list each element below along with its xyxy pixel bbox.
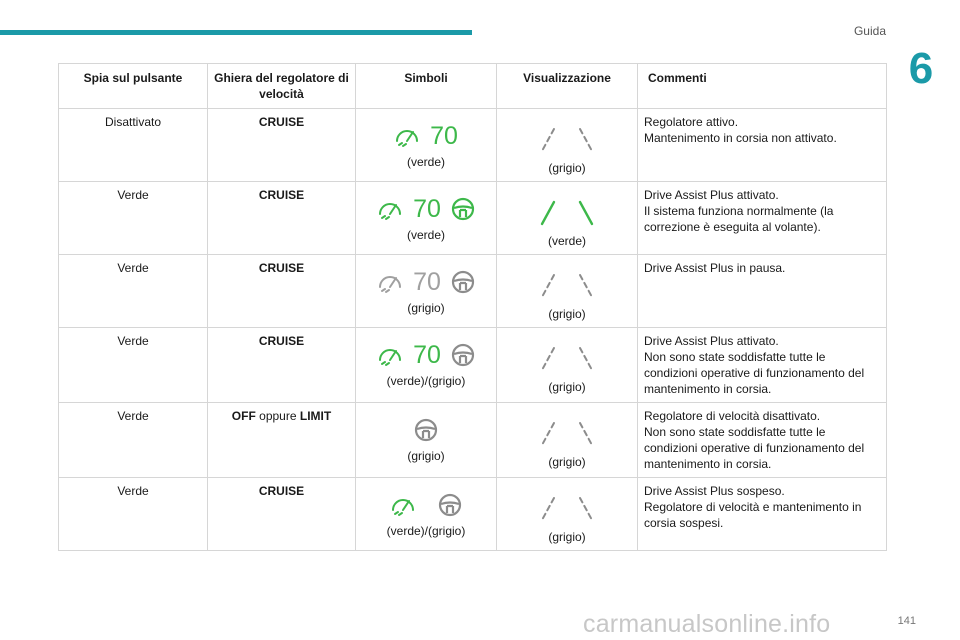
symbols-cell: 70 (grigio): [355, 254, 497, 328]
table-header-row: Spia sul pulsante Ghiera del regolatore …: [58, 63, 887, 109]
table-row: Verde OFF oppure LIMIT (grigio) (grigio): [58, 402, 887, 478]
header-ghiera: Ghiera del regolatore di velocità: [207, 63, 356, 109]
lane-lines-icon: [536, 266, 598, 306]
ghiera-cell: CRUISE: [207, 108, 356, 182]
section-title: Guida: [853, 24, 886, 38]
ghiera-value: CRUISE: [258, 261, 305, 275]
indicator-table: Spia sul pulsante Ghiera del regolatore …: [58, 63, 887, 551]
set-speed-value: 70: [413, 341, 441, 369]
display-color-caption: (grigio): [548, 307, 586, 321]
ghiera-or: oppure: [259, 409, 297, 423]
lane-lines-icon: [536, 339, 598, 379]
cruise-speedometer-icon: [379, 203, 402, 220]
display-cell: (verde): [496, 181, 638, 255]
comment-line: Drive Assist Plus attivato.: [644, 188, 779, 202]
comment-line: Drive Assist Plus sospeso.: [644, 484, 785, 498]
steering-wheel-icon: [451, 343, 475, 367]
comment-line: Non sono state soddisfatte tutte le cond…: [644, 350, 865, 396]
display-cell: (grigio): [496, 254, 638, 328]
lane-lines-icon: [536, 414, 598, 454]
comment-line: Mantenimento in corsia non attivato.: [644, 131, 837, 145]
cruise-speedometer-icon: [379, 276, 402, 293]
symbol-color-caption: (verde)/(grigio): [386, 374, 466, 388]
ghiera-cell: CRUISE: [207, 181, 356, 255]
spia-cell: Verde: [58, 477, 208, 551]
comment-cell: Drive Assist Plus in pausa.: [637, 254, 887, 328]
ghiera-cell: CRUISE: [207, 327, 356, 403]
ghiera-cell: CRUISE: [207, 477, 356, 551]
display-color-caption: (grigio): [548, 380, 586, 394]
comment-cell: Regolatore di velocità disattivato. Non …: [637, 402, 887, 478]
display-cell: (grigio): [496, 108, 638, 182]
ghiera-cell: CRUISE: [207, 254, 356, 328]
spia-cell: Verde: [58, 327, 208, 403]
symbol-color-caption: (verde): [406, 155, 445, 169]
ghiera-off: OFF: [231, 409, 256, 423]
symbol-color-caption: (verde): [406, 228, 445, 242]
symbol-color-caption: (grigio): [407, 301, 445, 315]
ghiera-cell: OFF oppure LIMIT: [207, 402, 356, 478]
table-row: Disattivato CRUISE 70 (verde) (grigio): [58, 108, 887, 182]
display-color-caption: (grigio): [548, 530, 586, 544]
comment-line: Regolatore attivo.: [644, 115, 739, 129]
ghiera-value: CRUISE: [258, 115, 305, 129]
symbols-cell: 70 (verde)/(grigio): [355, 327, 497, 403]
ghiera-value: CRUISE: [258, 188, 305, 202]
symbol-color-caption: (grigio): [407, 449, 445, 463]
chapter-accent-bar: [0, 30, 472, 35]
comment-cell: Drive Assist Plus attivato. Il sistema f…: [637, 181, 887, 255]
spia-cell: Verde: [58, 402, 208, 478]
symbols-cell: (grigio): [355, 402, 497, 478]
steering-wheel-icon: [451, 197, 475, 221]
cruise-speedometer-icon: [396, 130, 419, 147]
comment-cell: Regolatore attivo. Mantenimento in corsi…: [637, 108, 887, 182]
comment-line: Il sistema funziona normalmente (la corr…: [644, 204, 834, 234]
header-commenti: Commenti: [637, 63, 887, 109]
display-cell: (grigio): [496, 477, 638, 551]
steering-wheel-icon: [438, 493, 462, 517]
header-visualizzazione: Visualizzazione: [496, 63, 638, 109]
steering-wheel-icon: [451, 270, 475, 294]
comment-line: Regolatore di velocità e mantenimento in…: [644, 500, 862, 530]
spia-cell: Verde: [58, 181, 208, 255]
display-color-caption: (grigio): [548, 161, 586, 175]
set-speed-value: 70: [413, 268, 441, 296]
set-speed-value: 70: [430, 122, 458, 150]
table-row: Verde CRUISE 70 (verde) (verde): [58, 181, 887, 255]
comment-line: Regolatore di velocità disattivato.: [644, 409, 821, 423]
set-speed-value: 70: [413, 195, 441, 223]
lane-lines-icon: [536, 120, 598, 160]
symbols-cell: (verde)/(grigio): [355, 477, 497, 551]
comment-cell: Drive Assist Plus sospeso. Regolatore di…: [637, 477, 887, 551]
lane-lines-icon: [536, 489, 598, 529]
symbols-cell: 70 (verde): [355, 108, 497, 182]
display-color-caption: (verde): [547, 234, 586, 248]
ghiera-limit: LIMIT: [299, 409, 332, 423]
header-simboli: Simboli: [355, 63, 497, 109]
steering-wheel-icon: [414, 418, 438, 442]
cruise-speedometer-icon: [379, 349, 402, 366]
page-number: 141: [897, 615, 916, 627]
table-row: Verde CRUISE 70 (grigio) (grigi: [58, 254, 887, 328]
spia-cell: Disattivato: [58, 108, 208, 182]
table-row: Verde CRUISE 70 (verde)/(grigio): [58, 327, 887, 403]
symbols-cell: 70 (verde): [355, 181, 497, 255]
comment-line: Drive Assist Plus attivato.: [644, 334, 779, 348]
comment-line: Drive Assist Plus in pausa.: [644, 261, 786, 275]
chapter-number: 6: [908, 44, 934, 93]
cruise-speedometer-icon: [392, 499, 414, 516]
ghiera-value: CRUISE: [258, 334, 305, 348]
comment-cell: Drive Assist Plus attivato. Non sono sta…: [637, 327, 887, 403]
spia-cell: Verde: [58, 254, 208, 328]
ghiera-value: CRUISE: [258, 484, 305, 498]
lane-lines-icon: [536, 193, 598, 233]
table-row: Verde CRUISE (verde)/(grigio) (grigio): [58, 477, 887, 551]
comment-line: Non sono state soddisfatte tutte le cond…: [644, 425, 865, 471]
display-cell: (grigio): [496, 402, 638, 478]
watermark-text: carmanualsonline.info: [583, 610, 831, 638]
display-color-caption: (grigio): [548, 455, 586, 469]
display-cell: (grigio): [496, 327, 638, 403]
symbol-color-caption: (verde)/(grigio): [386, 524, 466, 538]
header-spia: Spia sul pulsante: [58, 63, 208, 109]
